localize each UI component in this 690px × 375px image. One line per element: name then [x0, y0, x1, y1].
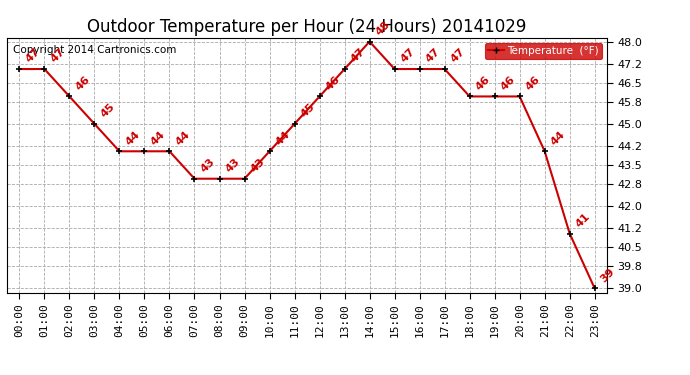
Text: 45: 45: [299, 102, 317, 120]
Text: 46: 46: [324, 74, 342, 92]
Text: 47: 47: [399, 47, 417, 65]
Text: 46: 46: [499, 74, 517, 92]
Title: Outdoor Temperature per Hour (24 Hours) 20141029: Outdoor Temperature per Hour (24 Hours) …: [88, 18, 526, 36]
Text: 43: 43: [248, 156, 267, 174]
Text: 44: 44: [124, 129, 142, 147]
Text: 46: 46: [74, 74, 92, 92]
Text: 47: 47: [23, 47, 41, 65]
Text: 47: 47: [348, 47, 367, 65]
Text: 45: 45: [99, 102, 117, 120]
Text: 46: 46: [474, 74, 492, 92]
Text: 47: 47: [48, 47, 67, 65]
Text: 44: 44: [549, 129, 567, 147]
Text: 39: 39: [599, 266, 617, 284]
Text: 43: 43: [199, 156, 217, 174]
Text: 44: 44: [274, 129, 292, 147]
Text: 41: 41: [574, 211, 592, 230]
Text: 44: 44: [174, 129, 192, 147]
Text: 46: 46: [524, 74, 542, 92]
Text: 47: 47: [448, 47, 467, 65]
Text: 44: 44: [148, 129, 167, 147]
Text: 48: 48: [374, 20, 392, 38]
Text: 47: 47: [424, 47, 442, 65]
Text: Copyright 2014 Cartronics.com: Copyright 2014 Cartronics.com: [13, 45, 176, 55]
Legend: Temperature  (°F): Temperature (°F): [485, 43, 602, 59]
Text: 43: 43: [224, 156, 241, 174]
